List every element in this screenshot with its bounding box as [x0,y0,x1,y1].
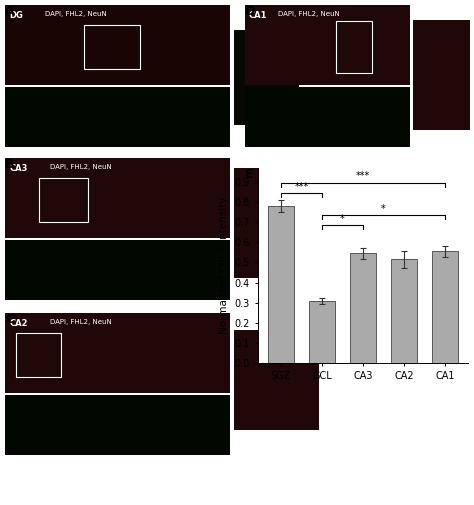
Bar [16,333,61,377]
Text: E: E [245,168,254,181]
Text: D: D [245,5,255,18]
Bar [336,21,372,73]
Text: DAPI, FHL2, NeuN: DAPI, FHL2, NeuN [278,12,340,17]
Bar [309,300,335,363]
Text: ***: *** [356,172,370,181]
Text: DG: DG [9,12,23,20]
Text: CA2: CA2 [9,319,28,328]
Bar [350,254,376,363]
Text: CA1: CA1 [248,12,267,20]
Text: *: * [381,204,386,214]
Y-axis label: Normalized FHL2 intensity: Normalized FHL2 intensity [219,197,229,334]
Bar [84,25,140,69]
Bar [391,260,418,363]
Text: B: B [5,158,15,171]
Bar [267,206,294,363]
Bar [432,251,458,363]
Text: *: * [340,214,345,224]
Text: C: C [5,313,14,326]
Text: DAPI, FHL2, NeuN: DAPI, FHL2, NeuN [46,12,107,17]
Text: DAPI, FHL2, NeuN: DAPI, FHL2, NeuN [50,165,112,170]
Text: ***: *** [294,181,309,191]
Text: DAPI, FHL2, NeuN: DAPI, FHL2, NeuN [50,319,112,325]
Text: A: A [5,5,15,18]
Bar [39,178,88,222]
Text: CA3: CA3 [9,165,28,173]
